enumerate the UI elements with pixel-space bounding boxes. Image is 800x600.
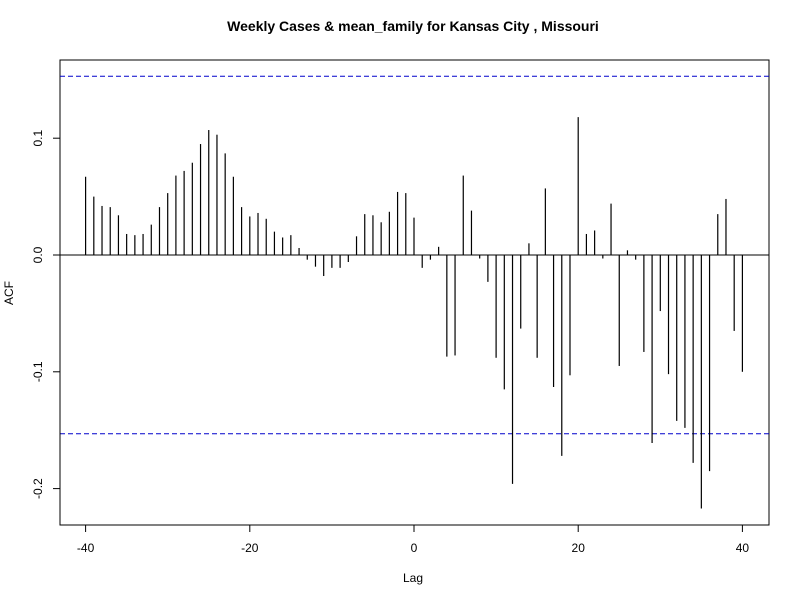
x-tick-label: -40 (77, 541, 95, 555)
y-tick-label: -0.1 (31, 361, 45, 382)
x-tick-label: 20 (572, 541, 586, 555)
y-tick-label: -0.2 (31, 478, 45, 499)
x-tick-label: -20 (241, 541, 259, 555)
plot-frame (59, 59, 770, 526)
chart-title: Weekly Cases & mean_family for Kansas Ci… (227, 18, 599, 34)
y-axis-label: ACF (2, 281, 16, 305)
x-tick-label: 40 (736, 541, 750, 555)
x-tick-label: 0 (411, 541, 418, 555)
acf-bars (84, 117, 744, 509)
y-axis: -0.2 -0.1 0.0 0.1 (31, 130, 61, 499)
y-tick-label: 0.1 (31, 130, 45, 147)
x-axis-label: Lag (403, 571, 423, 585)
x-axis: -40 -20 0 20 40 (77, 524, 750, 555)
y-tick-label: 0.0 (31, 246, 45, 263)
